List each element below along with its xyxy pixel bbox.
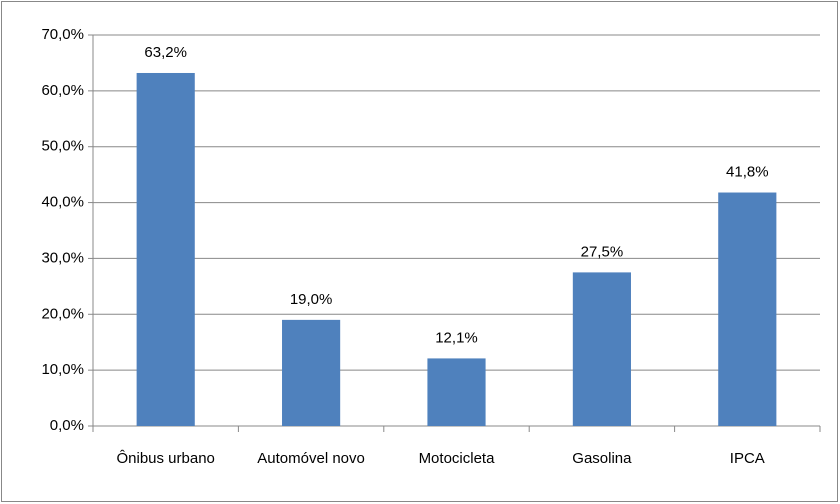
x-tick-label: IPCA [729,450,765,467]
y-tick-label: 10,0% [41,361,84,378]
bar [718,192,777,426]
y-tick-label: 60,0% [41,82,84,99]
x-tick-label: Motocicleta [418,450,495,467]
y-tick-label: 0,0% [50,417,84,434]
value-label: 12,1% [435,329,478,346]
value-label: 41,8% [726,163,769,180]
bar [572,272,631,426]
y-tick-label: 40,0% [41,194,84,211]
y-tick-label: 50,0% [41,138,84,155]
value-label: 27,5% [581,243,624,260]
value-label: 19,0% [290,291,333,308]
x-tick-label: Ônibus urbano [116,450,215,467]
bar [427,358,486,426]
y-tick-label: 30,0% [41,249,84,266]
x-tick-label: Automóvel novo [257,450,365,467]
x-tick-label: Gasolina [572,450,632,467]
value-label: 63,2% [144,44,187,61]
bar [282,319,341,426]
y-tick-label: 70,0% [41,26,84,43]
bar [136,72,195,427]
y-tick-label: 20,0% [41,305,84,322]
